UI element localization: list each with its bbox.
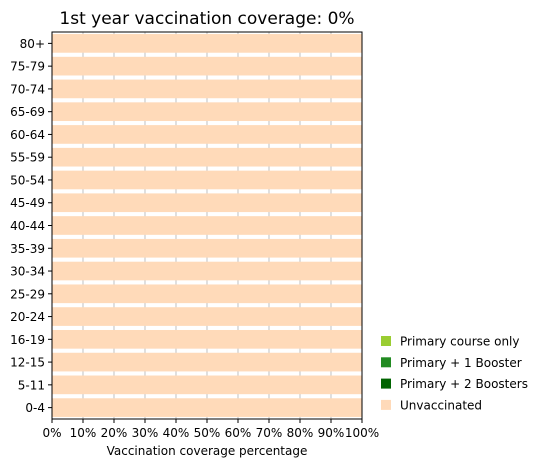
x-axis: 0% 10% 20% 30% 40% 50% 60% 70% 80% 90% 100%: [42, 419, 379, 440]
x-tick-label: 100%: [345, 426, 379, 440]
x-tick-label: 70%: [256, 426, 283, 440]
y-tick-label: 0-4: [25, 401, 45, 415]
y-tick-label: 16-19: [10, 333, 45, 347]
y-tick-label: 30-34: [10, 265, 45, 279]
bar-segment: [52, 307, 362, 326]
bar-segment: [52, 125, 362, 144]
legend: Primary course only Primary + 1 Booster Pr…: [381, 335, 528, 412]
x-tick-label: 90%: [318, 426, 345, 440]
x-tick-label: 30%: [132, 426, 159, 440]
bars: [52, 34, 362, 417]
x-tick-label: 60%: [225, 426, 252, 440]
bar-segment: [52, 216, 362, 235]
y-tick-label: 60-64: [10, 128, 45, 142]
y-tick-label: 45-49: [10, 196, 45, 210]
bar-segment: [52, 238, 362, 258]
legend-label: Unvaccinated: [400, 398, 482, 412]
y-tick-label: 5-11: [18, 378, 45, 392]
legend-swatch: [381, 399, 391, 410]
legend-swatch: [381, 357, 391, 368]
y-tick-label: 70-74: [10, 82, 45, 96]
y-tick-label: 65-69: [10, 105, 45, 119]
bar-segment: [52, 102, 362, 122]
x-tick-label: 0%: [42, 426, 61, 440]
bar-segment: [52, 56, 362, 76]
bar-segment: [52, 352, 362, 372]
bar-segment: [52, 375, 362, 395]
chart-title: 1st year vaccination coverage: 0%: [59, 9, 354, 29]
x-tick-label: 40%: [163, 426, 190, 440]
legend-label: Primary course only: [400, 335, 520, 349]
bar-segment: [52, 398, 362, 417]
bar-segment: [52, 193, 362, 213]
legend-swatch: [381, 378, 391, 389]
bar-segment: [52, 147, 362, 167]
y-tick-label: 50-54: [10, 173, 45, 187]
legend-label: Primary + 1 Booster: [400, 356, 522, 370]
bar-segment: [52, 329, 362, 349]
x-tick-label: 10%: [70, 426, 97, 440]
y-tick-label: 12-15: [10, 356, 45, 370]
y-tick-label: 40-44: [10, 219, 45, 233]
y-tick-label: 25-29: [10, 287, 45, 301]
y-axis: 0-4 5-11 12-15 16-19 20-24 25-29 30-34 35-39 40-…: [10, 37, 52, 415]
y-tick-label: 35-39: [10, 242, 45, 256]
legend-label: Primary + 2 Boosters: [400, 377, 528, 391]
y-tick-label: 75-79: [10, 60, 45, 74]
x-tick-label: 50%: [194, 426, 221, 440]
bar-segment: [52, 79, 362, 99]
y-tick-label: 80+: [20, 37, 45, 51]
bar-segment: [52, 261, 362, 281]
y-tick-label: 20-24: [10, 310, 45, 324]
x-tick-label: 80%: [287, 426, 314, 440]
bar-segment: [52, 170, 362, 190]
y-tick-label: 55-59: [10, 151, 45, 165]
x-axis-label: Vaccination coverage percentage: [107, 444, 308, 458]
bar-segment: [52, 34, 362, 53]
bar-segment: [52, 284, 362, 304]
legend-swatch: [381, 336, 391, 346]
x-tick-label: 20%: [101, 426, 128, 440]
